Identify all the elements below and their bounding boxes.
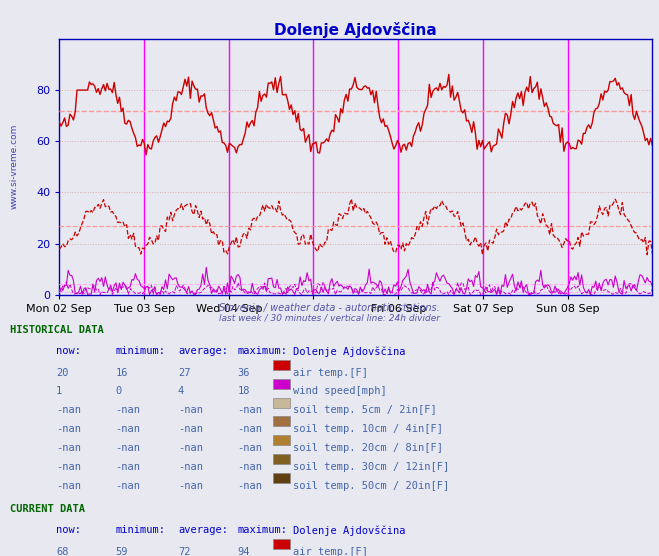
Text: 68: 68 [56,547,69,556]
Text: -nan: -nan [56,424,81,434]
Text: 72: 72 [178,547,190,556]
Text: -nan: -nan [237,462,262,472]
Text: 27: 27 [178,368,190,378]
Text: 4: 4 [178,386,184,396]
Text: -nan: -nan [237,481,262,491]
Text: now:: now: [56,525,81,535]
Text: -nan: -nan [237,405,262,415]
Text: wind speed[mph]: wind speed[mph] [293,386,387,396]
Text: www.si-vreme.com: www.si-vreme.com [10,124,19,210]
Text: -nan: -nan [56,462,81,472]
Text: Dolenje Ajdovščina: Dolenje Ajdovščina [293,525,406,536]
Text: minimum:: minimum: [115,525,165,535]
Text: air temp.[F]: air temp.[F] [293,547,368,556]
Text: average:: average: [178,525,228,535]
Text: -nan: -nan [115,424,140,434]
Text: CURRENT DATA: CURRENT DATA [10,504,85,514]
Text: 1: 1 [56,386,62,396]
Text: -nan: -nan [237,443,262,453]
Text: maximum:: maximum: [237,346,287,356]
Text: soil temp. 10cm / 4in[F]: soil temp. 10cm / 4in[F] [293,424,444,434]
Text: -nan: -nan [115,405,140,415]
Text: now:: now: [56,346,81,356]
Text: -nan: -nan [115,462,140,472]
Text: -nan: -nan [56,481,81,491]
Text: -nan: -nan [178,424,203,434]
Text: soil temp. 20cm / 8in[F]: soil temp. 20cm / 8in[F] [293,443,444,453]
Title: Dolenje Ajdovščina: Dolenje Ajdovščina [275,22,437,38]
Text: soil temp. 5cm / 2in[F]: soil temp. 5cm / 2in[F] [293,405,437,415]
Text: 18: 18 [237,386,250,396]
Text: -nan: -nan [178,443,203,453]
Text: -nan: -nan [115,443,140,453]
Text: 16: 16 [115,368,128,378]
Text: last week / 30 minutes / vertical line: 24h divider: last week / 30 minutes / vertical line: … [219,313,440,322]
Text: -nan: -nan [178,405,203,415]
Text: maximum:: maximum: [237,525,287,535]
Text: -nan: -nan [56,443,81,453]
Text: 59: 59 [115,547,128,556]
Text: -nan: -nan [115,481,140,491]
Text: soil temp. 30cm / 12in[F]: soil temp. 30cm / 12in[F] [293,462,449,472]
Text: 94: 94 [237,547,250,556]
Text: average:: average: [178,346,228,356]
Text: air temp.[F]: air temp.[F] [293,368,368,378]
Text: 36: 36 [237,368,250,378]
Text: HISTORICAL DATA: HISTORICAL DATA [10,325,103,335]
Text: -nan: -nan [237,424,262,434]
Text: soil temp. 50cm / 20in[F]: soil temp. 50cm / 20in[F] [293,481,449,491]
Text: Slovenia / weather data - automatic stations.: Slovenia / weather data - automatic stat… [219,303,440,313]
Text: 0: 0 [115,386,121,396]
Text: -nan: -nan [178,481,203,491]
Text: minimum:: minimum: [115,346,165,356]
Text: -nan: -nan [178,462,203,472]
Text: Dolenje Ajdovščina: Dolenje Ajdovščina [293,346,406,357]
Text: -nan: -nan [56,405,81,415]
Text: 20: 20 [56,368,69,378]
